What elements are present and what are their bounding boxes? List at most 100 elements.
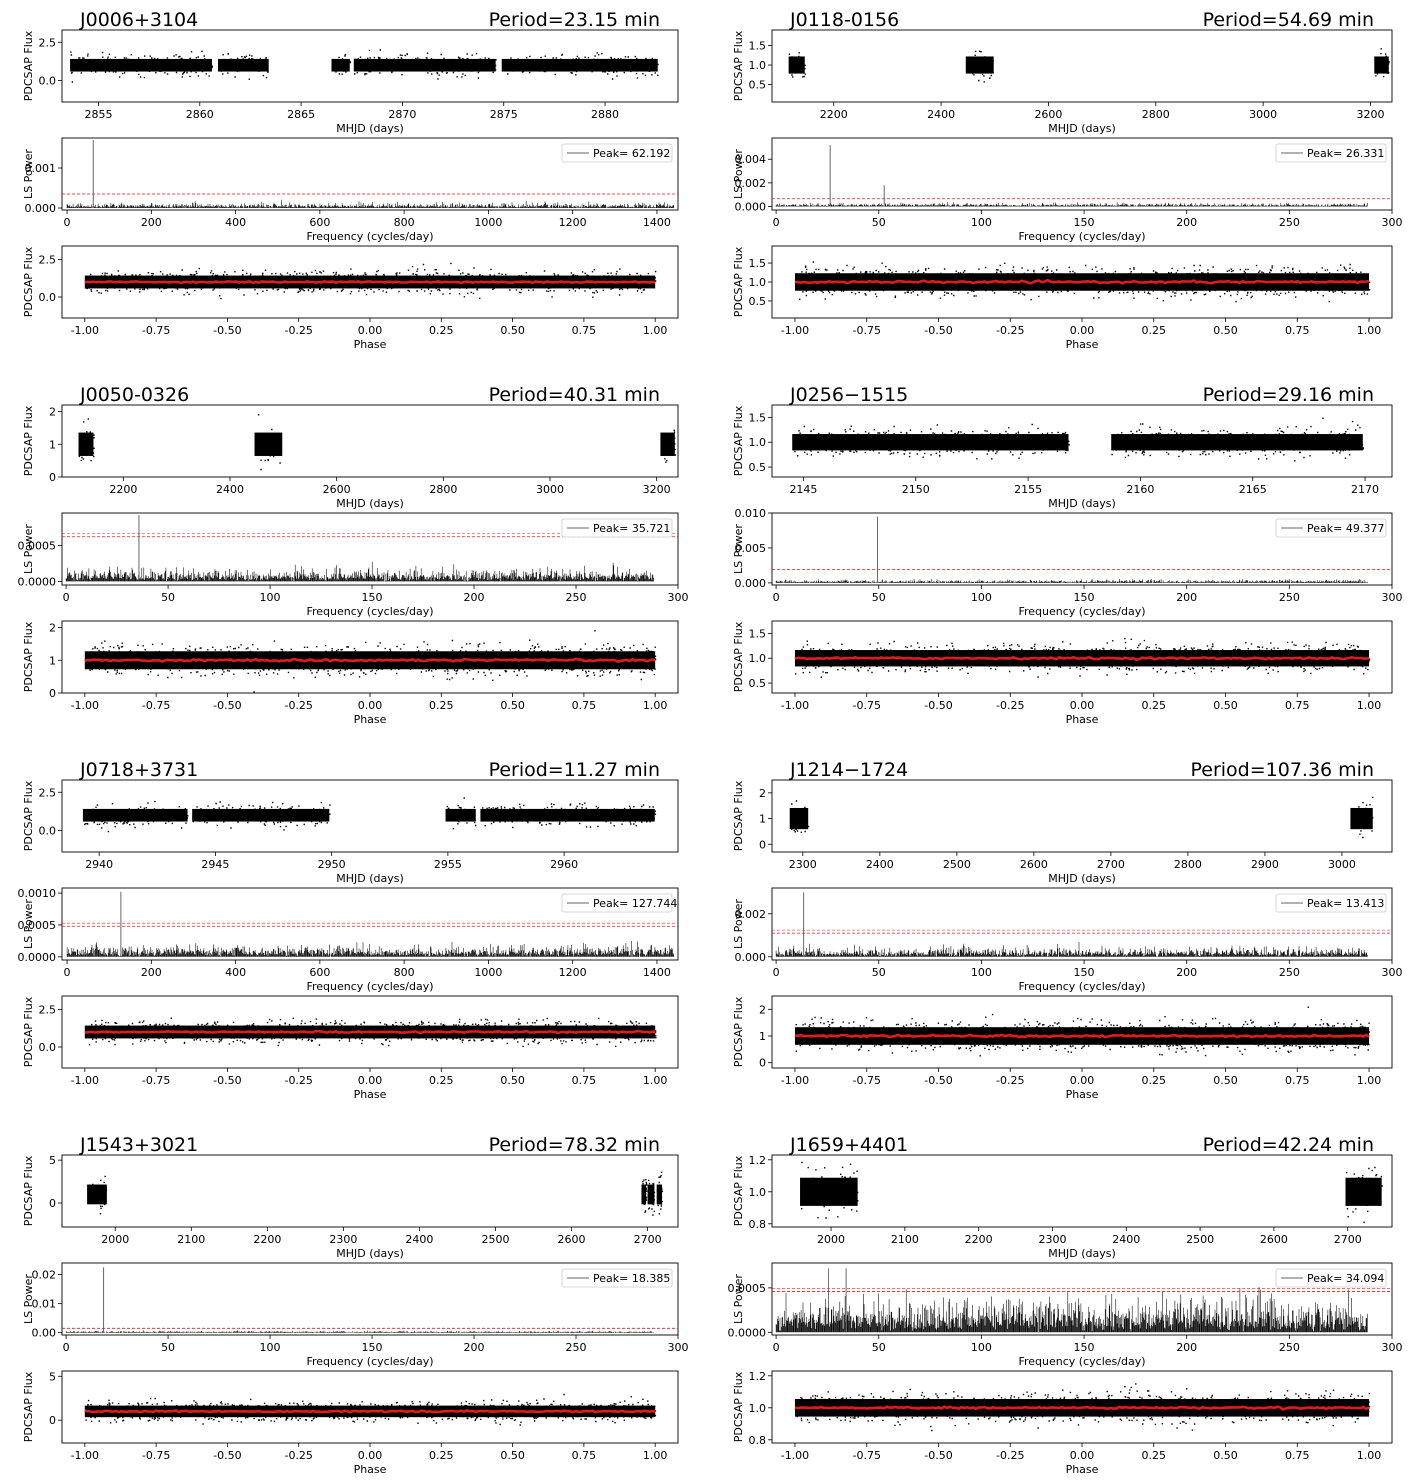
periodogram-xtick-label: 800 <box>394 966 415 979</box>
periodogram-xtick-label: 1000 <box>474 216 502 229</box>
folded-ytick-label: 0 <box>759 1057 766 1070</box>
folded-xtick-label: 0.75 <box>1285 1074 1310 1087</box>
legend-box <box>1275 518 1387 538</box>
lightcurve-segment-2-points <box>446 797 477 830</box>
lightcurve-frame <box>771 1154 1393 1228</box>
lightcurve-ytick-label: 0 <box>49 1197 56 1210</box>
periodogram-ytick-label: 0.010 <box>735 507 767 520</box>
folded-ylabel: PDCSAP Flux <box>22 246 35 317</box>
lightcurve-xtick-label: 2000 <box>101 1233 129 1246</box>
periodogram-xtick-label: 0 <box>64 966 71 979</box>
lightcurve-segment-4-points <box>502 52 659 80</box>
periodogram-ytick-label: 0.0005 <box>18 919 57 932</box>
folded-xtick-label: -0.25 <box>996 1074 1024 1087</box>
periodogram-xtick-label: 100 <box>971 1341 992 1354</box>
periodogram-xtick-label: 50 <box>872 966 886 979</box>
periodogram-ylabel: LS Power <box>22 524 35 574</box>
lightcurve-xtick-label: 2855 <box>84 108 112 121</box>
periodogram-spectrum <box>66 199 675 208</box>
lightcurve-segment-0-points <box>78 418 95 462</box>
period-label: Period=107.36 min <box>1190 759 1374 781</box>
lightcurve-segment-2-core <box>1374 56 1389 74</box>
legend-box <box>561 893 673 913</box>
folded-xtick-label: 1.00 <box>1357 1449 1382 1462</box>
lightcurve-segment-1-points <box>1111 417 1364 462</box>
lightcurve-segment-3-points <box>354 49 497 80</box>
lightcurve-xtick-label: 2950 <box>318 858 346 871</box>
periodogram-ylabel: LS Power <box>732 1274 745 1324</box>
periodogram-spectrum <box>775 942 1368 957</box>
periodogram-ytick-label: 0.000 <box>735 577 767 590</box>
folded-ylabel: PDCSAP Flux <box>22 996 35 1067</box>
folded-xlabel: Phase <box>1066 1463 1099 1476</box>
folded-xtick-label: -0.50 <box>213 699 241 712</box>
folded-xtick-label: -0.75 <box>142 699 170 712</box>
folded-ytick-label: 2.5 <box>39 254 57 267</box>
lightcurve-ytick-label: 0.5 <box>749 78 767 91</box>
periodogram-xtick-label: 200 <box>464 1341 485 1354</box>
lightcurve-xtick-label: 2600 <box>1020 858 1048 871</box>
lightcurve-xtick-label: 2500 <box>1186 1233 1214 1246</box>
periodogram-xtick-label: 400 <box>225 966 246 979</box>
folded-xtick-label: -0.50 <box>924 699 952 712</box>
folded-xtick-label: -0.75 <box>852 324 880 337</box>
lightcurve-segment-2-points <box>332 53 352 75</box>
periodogram-xtick-label: 250 <box>1279 966 1300 979</box>
periodogram-ytick-label: 0.000 <box>735 951 767 964</box>
lightcurve-segment-2-points <box>661 429 677 463</box>
folded-xtick-label: 1.00 <box>643 324 668 337</box>
object-name: J1543+3021 <box>79 1134 198 1156</box>
lightcurve-xtick-label: 2500 <box>481 1233 509 1246</box>
folded-xtick-label: -0.25 <box>284 1449 312 1462</box>
folded-xtick-label: 0.25 <box>1142 324 1167 337</box>
periodogram-xtick-label: 600 <box>309 966 330 979</box>
lightcurve-xtick-label: 3000 <box>1328 858 1356 871</box>
lightcurve-xtick-label: 2700 <box>1334 1233 1362 1246</box>
periodogram-xtick-label: 100 <box>260 591 281 604</box>
folded-ytick-label: 0 <box>49 687 56 700</box>
legend-box <box>561 143 673 163</box>
periodogram-xtick-label: 50 <box>872 1341 886 1354</box>
periodogram-ytick-label: 0.0010 <box>18 887 57 900</box>
lightcurve-ytick-label: 1 <box>759 813 766 826</box>
lightcurve-xlabel: MHJD (days) <box>336 872 404 885</box>
lightcurve-segment-1-points <box>967 50 994 83</box>
folded-xtick-label: -1.00 <box>71 1074 99 1087</box>
lightcurve-segment-3-points <box>481 802 657 829</box>
folded-ytick-label: 2 <box>49 622 56 635</box>
periodogram-xtick-label: 250 <box>1279 216 1300 229</box>
lightcurve-xtick-label: 3000 <box>536 483 564 496</box>
folded-xtick-label: 0.25 <box>429 699 454 712</box>
folded-ylabel: PDCSAP Flux <box>732 246 745 317</box>
periodogram-xtick-label: 100 <box>971 966 992 979</box>
lightcurve-ylabel: PDCSAP Flux <box>732 1155 745 1226</box>
periodogram-xtick-label: 200 <box>1176 216 1197 229</box>
periodogram-xtick-label: 150 <box>1074 591 1095 604</box>
folded-xtick-label: 0.50 <box>1213 324 1238 337</box>
folded-ytick-label: 1.0 <box>749 652 767 665</box>
periodogram-xtick-label: 50 <box>872 591 886 604</box>
lightcurve-ytick-label: 1.5 <box>749 40 767 53</box>
folded-xtick-label: 1.00 <box>1357 1074 1382 1087</box>
periodogram-xtick-label: 600 <box>309 216 330 229</box>
periodogram-xtick-label: 1400 <box>643 966 671 979</box>
folded-xtick-label: 0.50 <box>500 699 525 712</box>
periodogram-xtick-label: 1200 <box>559 216 587 229</box>
lightcurve-xtick-label: 3000 <box>1249 108 1277 121</box>
periodogram-xlabel: Frequency (cycles/day) <box>1018 605 1145 618</box>
periodogram-xtick-label: 200 <box>1176 966 1197 979</box>
folded-xtick-label: -0.50 <box>213 324 241 337</box>
lightcurve-segment-0-core <box>800 1177 858 1206</box>
object-name: J1659+4401 <box>789 1134 908 1156</box>
folded-xlabel: Phase <box>1066 338 1099 351</box>
lightcurve-frame <box>61 404 679 478</box>
folded-ytick-label: 5 <box>49 1370 56 1383</box>
folded-xtick-label: 0.75 <box>1285 699 1310 712</box>
lightcurve-segment-3-core <box>353 58 496 72</box>
object-name: J1214−1724 <box>789 759 908 781</box>
lightcurve-xtick-label: 2170 <box>1351 483 1379 496</box>
folded-xtick-label: 1.00 <box>643 699 668 712</box>
lightcurve-xtick-label: 2400 <box>405 1233 433 1246</box>
